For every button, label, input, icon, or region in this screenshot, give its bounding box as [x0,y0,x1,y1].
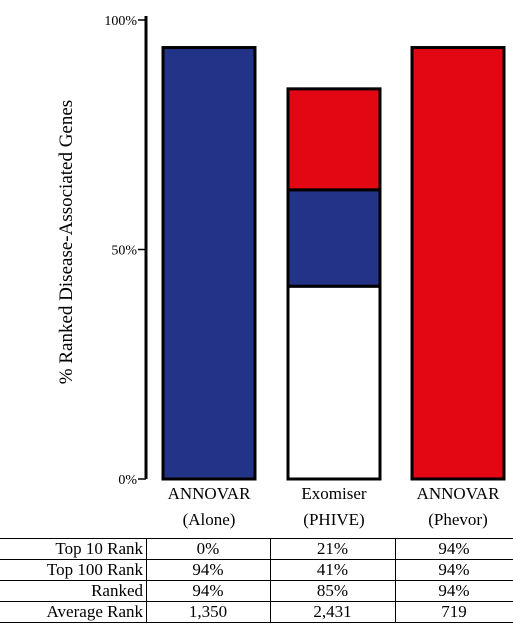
table-gridline [270,538,271,622]
row-label: Top 100 Rank [46,560,143,579]
y-tick-label: 50% [111,244,137,259]
x-category-label: ANNOVAR [417,484,500,503]
row-label: Ranked [91,581,143,600]
table-cell: 94% [192,581,224,600]
x-category-sublabel: (Phevor) [428,510,487,529]
x-category-sublabel: (PHIVE) [303,510,364,529]
stacked-bar-chart: % Ranked Disease-Associated Genes 0% 50% 1… [56,14,506,529]
table-cell: 1,350 [188,602,228,621]
table-gridline [0,580,513,581]
bar-segment-3-red [410,46,506,481]
bar-segment-1-blue [161,46,257,481]
y-axis-label: % Ranked Disease-Associated Genes [56,100,77,384]
x-category-label: Exomiser [301,484,366,503]
row-label: Average Rank [46,602,143,621]
table-cell: 94% [438,560,470,579]
x-category-sublabel: (Alone) [183,510,236,529]
table-gridline [146,538,147,622]
row-label: Top 10 Rank [55,539,143,558]
table-cell: 719 [441,602,467,621]
table-gridline [0,559,513,560]
table-cell: 41% [316,560,349,579]
y-tick-label: 0% [118,473,137,488]
table-gridline [0,538,513,539]
table-gridline [0,601,513,602]
table-cell: 0% [196,539,220,558]
table-cell: 21% [316,539,349,558]
x-category-label: ANNOVAR [168,484,251,503]
table-cell: 94% [192,560,224,579]
table-cell: 94% [438,539,470,558]
table-cell: 94% [438,581,470,600]
bar-segment-2-blue [286,188,382,288]
bar-segment-2-white [286,284,382,481]
table-gridline [0,622,513,623]
table-cell: 85% [316,581,349,600]
bar-segment-2-red [286,87,382,192]
table-gridline [395,538,396,622]
y-tick-label: 100% [104,14,137,29]
table-cell: 2,431 [313,602,352,621]
